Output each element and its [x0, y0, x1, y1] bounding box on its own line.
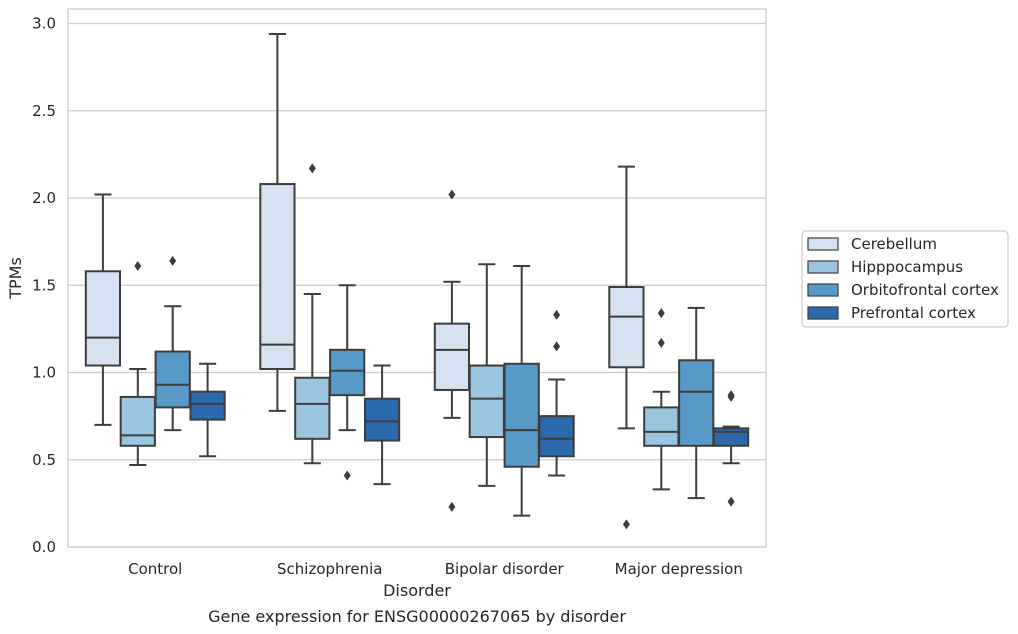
y-axis-ticks: 0.0 0.5 1.0 1.5 2.0 2.5 3.0: [32, 15, 56, 557]
legend-item-label: Hipppocampus: [851, 258, 963, 276]
box-hipppocampus: [468, 263, 505, 487]
y-tick-label: 1.5: [32, 276, 56, 294]
box-orbitofrontal-cortex: [503, 265, 540, 517]
legend-frame: [801, 230, 1009, 328]
legend-item-label: Cerebellum: [851, 235, 937, 253]
box-prefrontal-cortex: [538, 309, 575, 477]
y-tick-label: 2.5: [32, 102, 56, 120]
y-tick-label: 2.0: [32, 189, 56, 207]
box-cerebellum: [433, 189, 471, 512]
legend-swatch: [807, 237, 839, 251]
legend-swatch: [807, 260, 839, 274]
box-iqr: [608, 285, 645, 369]
legend-item-label: Prefrontal cortex: [851, 304, 976, 322]
legend-swatch: [807, 306, 839, 320]
x-tick-label: Bipolar disorder: [445, 560, 565, 578]
outlier-point: [553, 341, 561, 352]
box-prefrontal-cortex: [712, 390, 750, 507]
box-cerebellum: [84, 193, 122, 426]
chart-title: Gene expression for ENSG00000267065 by d…: [208, 607, 626, 626]
box-iqr: [363, 397, 401, 442]
outlier-point: [308, 163, 316, 174]
y-tick-label: 0.5: [32, 451, 56, 469]
box-iqr: [329, 348, 366, 397]
x-tick-label: Control: [128, 560, 182, 578]
box-iqr: [538, 415, 575, 458]
x-axis-label: Disorder: [383, 581, 451, 600]
outlier-point: [553, 309, 561, 320]
legend-swatch: [807, 283, 839, 297]
box-iqr: [189, 390, 226, 421]
box-iqr: [678, 359, 715, 447]
outlier-point: [448, 189, 456, 200]
outlier-point: [343, 470, 351, 481]
plot-frame: [67, 8, 767, 548]
box-orbitofrontal-cortex: [678, 306, 715, 500]
outlier-point: [657, 308, 665, 319]
x-tick-label: Schizophrenia: [277, 560, 382, 578]
box-iqr: [433, 322, 471, 391]
y-tick-label: 3.0: [32, 15, 56, 33]
x-axis-ticks: Control Schizophrenia Bipolar disorder Majo…: [128, 560, 743, 578]
outlier-point: [727, 496, 735, 507]
box-iqr: [643, 406, 680, 447]
legend: Cerebellum Hipppocampus Orbitofrontal cort…: [801, 230, 1009, 328]
y-tick-label: 0.0: [32, 538, 56, 556]
legend-item-label: Orbitofrontal cortex: [851, 281, 999, 299]
box-plot-area: [84, 32, 750, 530]
box-iqr: [259, 183, 296, 371]
outlier-point: [622, 519, 630, 530]
box-hipppocampus: [294, 163, 331, 465]
box-iqr: [84, 270, 122, 367]
box-iqr: [294, 376, 331, 440]
outlier-point: [657, 337, 665, 348]
outlier-point: [134, 261, 142, 272]
box-hipppocampus: [119, 261, 156, 466]
box-hipppocampus: [643, 308, 680, 491]
box-orbitofrontal-cortex: [329, 284, 366, 481]
box-iqr: [503, 362, 540, 468]
box-prefrontal-cortex: [363, 364, 401, 486]
y-tick-label: 1.0: [32, 364, 56, 382]
outlier-point: [727, 391, 735, 402]
y-axis-label: TPMs: [6, 257, 25, 300]
box-prefrontal-cortex: [189, 362, 226, 458]
x-tick-label: Major depression: [615, 560, 743, 578]
outlier-point: [169, 255, 177, 266]
box-orbitofrontal-cortex: [154, 255, 191, 432]
box-iqr: [468, 364, 505, 439]
outlier-point: [448, 501, 456, 512]
box-iqr: [154, 350, 191, 409]
box-iqr: [119, 395, 156, 447]
box-cerebellum: [259, 32, 296, 412]
box-cerebellum: [608, 165, 645, 530]
